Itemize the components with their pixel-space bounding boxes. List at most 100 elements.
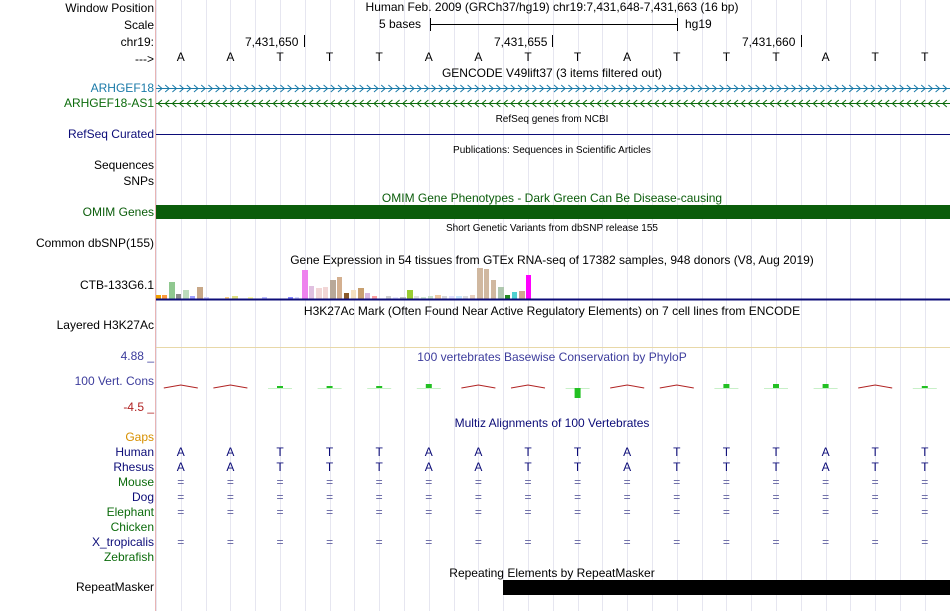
species-label-chicken[interactable]: Chicken <box>110 520 154 534</box>
species-label-mouse[interactable]: Mouse <box>117 475 154 489</box>
species-label-x_tropicalis[interactable]: X_tropicalis <box>91 535 154 549</box>
phylop-positive-mark <box>921 386 928 388</box>
strand-chevron <box>848 99 854 108</box>
phylop-positive-mark <box>376 386 383 388</box>
strand-chevron <box>452 99 458 108</box>
gtex-tissue-bar <box>498 287 504 299</box>
strand-chevron <box>661 99 667 108</box>
gencode-item-arhgef18-as1[interactable]: ARHGEF18-AS1 <box>63 96 154 110</box>
alignment-char: A <box>176 445 185 459</box>
base-letter: A <box>474 50 483 64</box>
strand-chevron <box>445 84 451 93</box>
base-letter: A <box>226 50 235 64</box>
alignment-char: = <box>722 535 730 549</box>
strand-chevron <box>755 84 761 93</box>
publications-sequences-label[interactable]: Sequences <box>93 158 154 172</box>
gridline <box>354 0 355 611</box>
strand-chevron <box>675 99 681 108</box>
strand-chevron <box>596 99 602 108</box>
base-letter: T <box>524 50 532 64</box>
strand-chevron <box>805 99 811 108</box>
alignment-char: A <box>474 445 483 459</box>
gencode-item-arhgef18[interactable]: ARHGEF18 <box>90 81 154 95</box>
alignment-char: T <box>673 460 681 474</box>
strand-chevron <box>510 99 516 108</box>
alignment-char: = <box>574 505 582 519</box>
alignment-char: T <box>772 460 780 474</box>
strand-chevron <box>358 99 364 108</box>
strand-chevron <box>596 84 602 93</box>
strand-chevron <box>236 84 242 93</box>
refseq-label[interactable]: RefSeq Curated <box>67 127 154 141</box>
strand-chevron <box>898 99 904 108</box>
gtex-tissue-bar <box>491 280 496 299</box>
strand-chevron <box>179 84 185 93</box>
strand-chevron <box>394 99 400 108</box>
strand-chevron <box>625 99 631 108</box>
strand-chevron <box>891 99 897 108</box>
strand-chevron <box>481 99 487 108</box>
strand-chevron <box>452 84 458 93</box>
strand-chevron <box>877 84 883 93</box>
strand-chevron <box>827 84 833 93</box>
base-letter: T <box>722 50 731 64</box>
repeatmasker-label[interactable]: RepeatMasker <box>75 580 154 594</box>
strand-chevron <box>582 99 588 108</box>
species-label-elephant[interactable]: Elephant <box>106 505 154 519</box>
strand-chevron <box>704 99 710 108</box>
base-letter: T <box>871 50 879 64</box>
strand-chevron <box>250 99 256 108</box>
strand-chevron <box>632 84 638 93</box>
publications-snps-label[interactable]: SNPs <box>123 174 154 188</box>
alignment-char: = <box>226 505 234 519</box>
gridline <box>578 0 579 611</box>
strand-chevron <box>934 99 940 108</box>
gtex-label[interactable]: CTB-133G6.1 <box>79 278 154 292</box>
strand-chevron <box>553 84 559 93</box>
strand-chevron <box>618 99 624 108</box>
strand-chevron <box>574 99 580 108</box>
omim-label[interactable]: OMIM Genes <box>82 205 154 219</box>
alignment-char: = <box>822 535 830 549</box>
phylop-negative-mark <box>163 384 198 389</box>
species-label-dog[interactable]: Dog <box>131 490 154 504</box>
strand-chevron <box>524 99 530 108</box>
strand-chevron <box>913 99 919 108</box>
base-letter: A <box>424 50 433 64</box>
strand-chevron <box>344 99 350 108</box>
strand-chevron <box>884 84 890 93</box>
strand-chevron <box>712 84 718 93</box>
strand-chevron <box>726 84 732 93</box>
base-letter: A <box>623 50 632 64</box>
strand-chevron <box>610 99 616 108</box>
strand-chevron <box>640 84 646 93</box>
gencode-gene-arrows <box>156 84 950 108</box>
gridline <box>280 0 281 611</box>
strand-chevron <box>625 84 631 93</box>
species-label-zebrafish[interactable]: Zebrafish <box>103 550 154 564</box>
species-label-rhesus[interactable]: Rhesus <box>113 460 154 474</box>
strand-chevron <box>589 84 595 93</box>
multiz-title: Multiz Alignments of 100 Vertebrates <box>454 416 650 430</box>
phylop-negative-mark <box>510 384 546 389</box>
strand-chevron <box>784 84 790 93</box>
strand-chevron <box>589 99 595 108</box>
gridline <box>726 0 727 611</box>
strand-chevron <box>330 84 336 93</box>
gtex-tissue-bar <box>372 296 377 299</box>
gridline <box>900 0 901 611</box>
alignment-char: T <box>573 460 582 474</box>
window-position-value[interactable]: Human Feb. 2009 (GRCh37/hg19) chr19:7,43… <box>365 0 739 14</box>
gtex-tissue-bar <box>351 290 356 299</box>
phylop-label[interactable]: 100 Vert. Cons <box>74 374 154 388</box>
gridline <box>181 0 182 611</box>
gridline <box>156 0 157 611</box>
strand-chevron <box>855 99 861 108</box>
h3k27ac-label[interactable]: Layered H3K27Ac <box>56 318 154 332</box>
strand-chevron <box>301 99 307 108</box>
dbsnp-label[interactable]: Common dbSNP(155) <box>35 236 154 250</box>
strand-chevron <box>863 84 869 93</box>
strand-chevron <box>322 99 328 108</box>
multiz-gaps-label[interactable]: Gaps <box>125 430 154 444</box>
species-label-human[interactable]: Human <box>115 445 154 459</box>
